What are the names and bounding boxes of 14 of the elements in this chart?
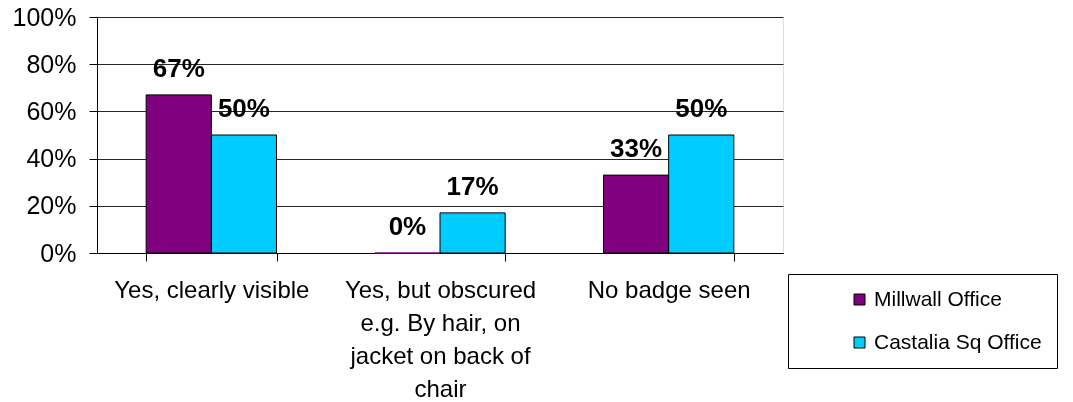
y-tick-label: 60% (26, 96, 77, 125)
data-label: 0% (388, 211, 427, 241)
legend-label: Millwall Office (874, 286, 1002, 310)
y-tick-label: 80% (26, 49, 77, 78)
x-tick-label: No badge seen (587, 275, 751, 303)
y-tick-label: 20% (26, 191, 77, 220)
x-tick-label: Yes, but obscured e.g. By hair, on jacket on back of chair (344, 275, 537, 402)
data-label: 33% (610, 133, 663, 164)
legend-label: Castalia Sq Office (874, 329, 1042, 353)
y-tick-label: 40% (26, 144, 77, 173)
y-tick-label: 0% (40, 238, 77, 267)
data-label: 17% (446, 170, 499, 201)
y-tick-label: 100% (12, 2, 77, 31)
x-tick-label: Yes, clearly visible (114, 275, 310, 303)
